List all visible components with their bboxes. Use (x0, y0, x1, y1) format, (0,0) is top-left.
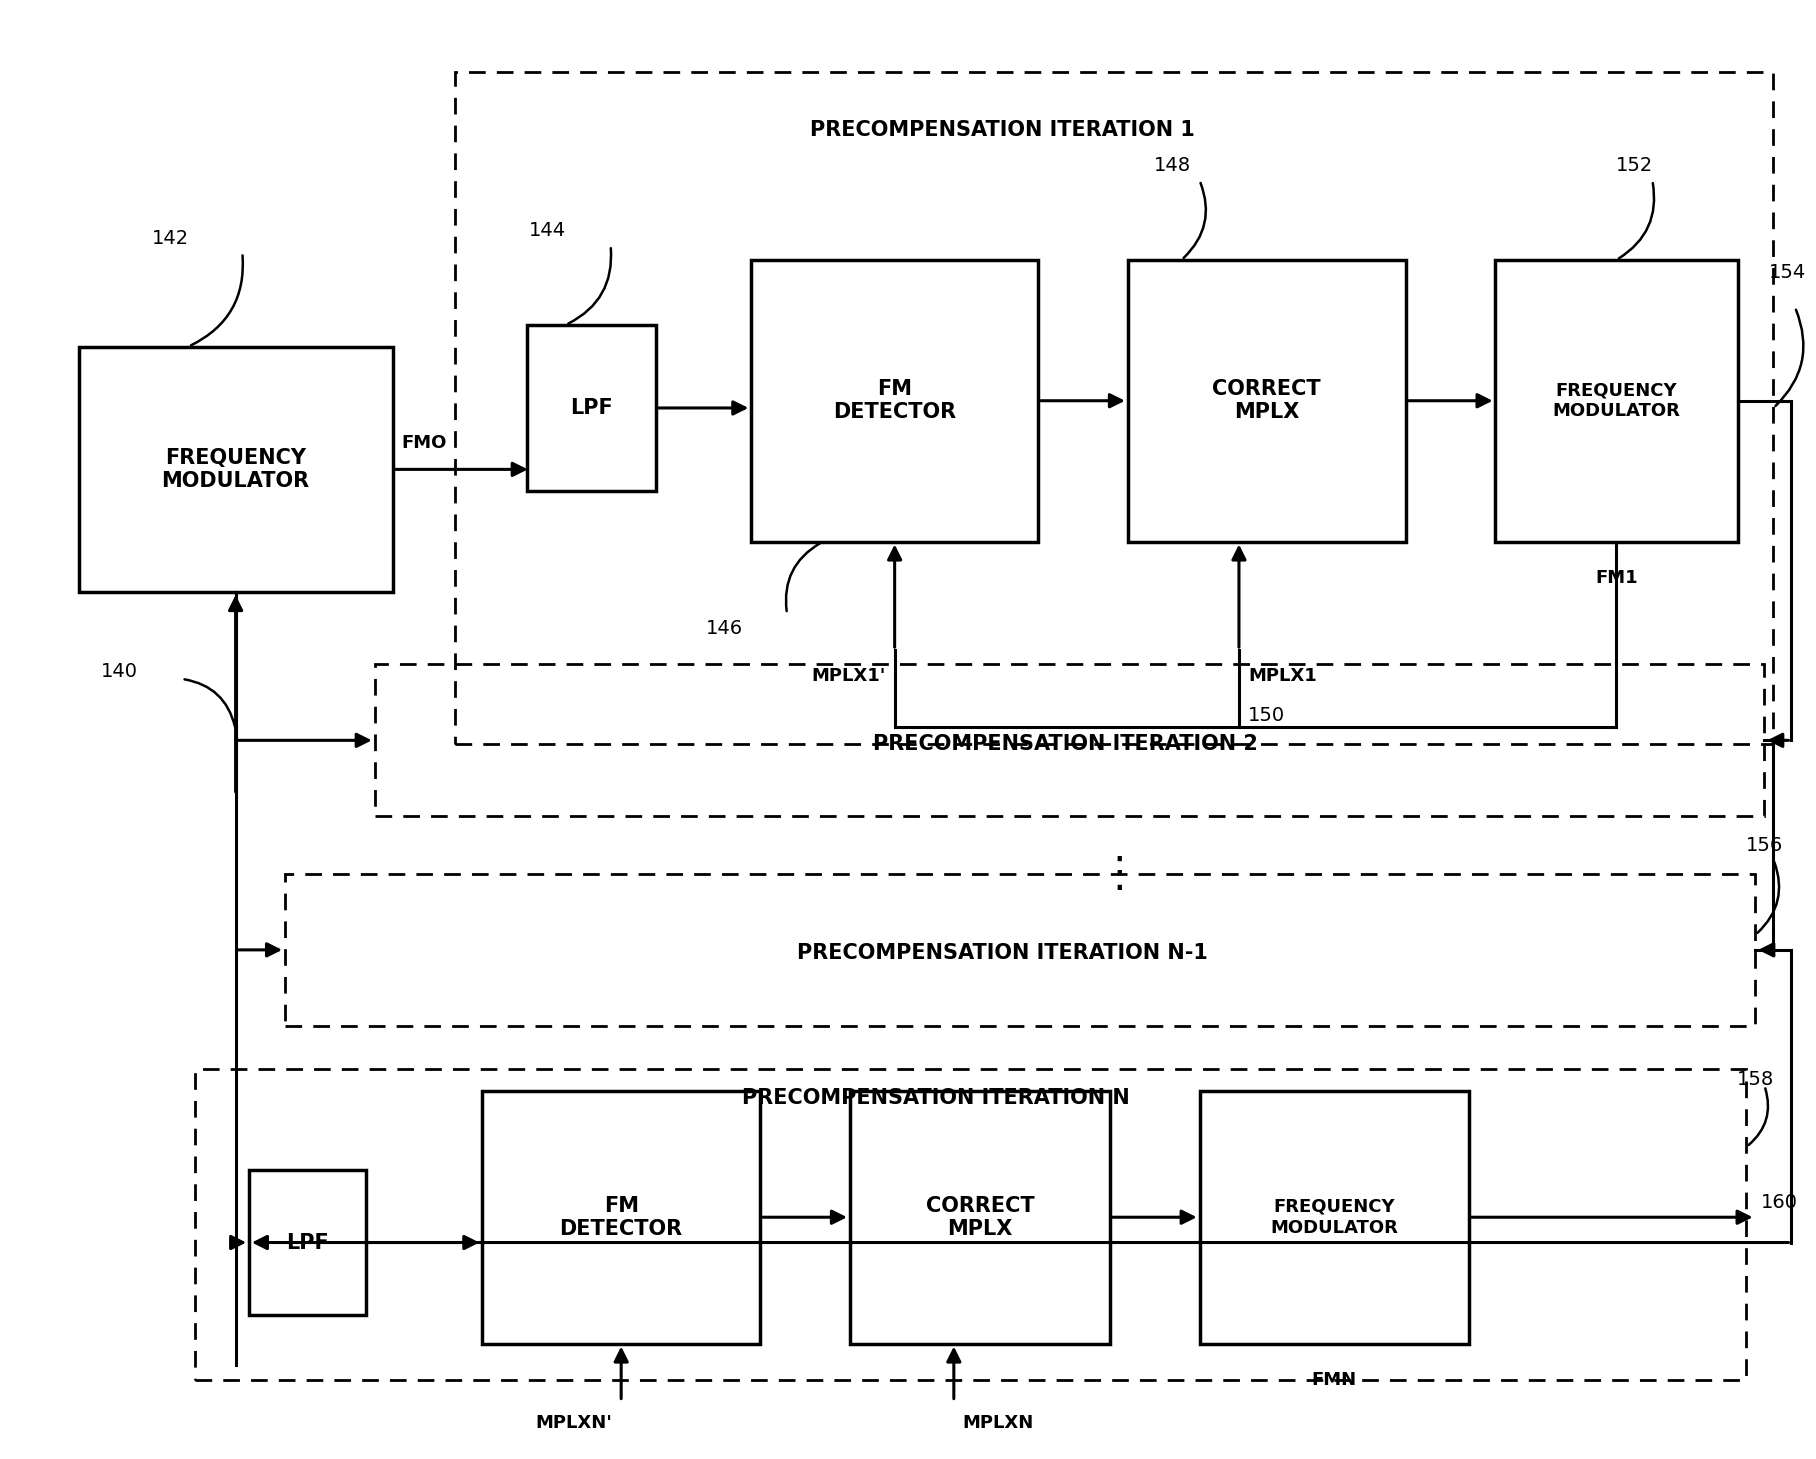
Text: FMN: FMN (1311, 1371, 1357, 1389)
Bar (456, 71, 1774, 744)
Text: 142: 142 (153, 229, 189, 248)
Text: 158: 158 (1736, 1069, 1774, 1088)
Bar (374, 664, 1765, 816)
Bar (527, 325, 656, 492)
Text: 150: 150 (1248, 706, 1286, 725)
Text: 156: 156 (1745, 836, 1783, 855)
Text: PRECOMPENSATION ITERATION 2: PRECOMPENSATION ITERATION 2 (872, 734, 1257, 754)
Text: MPLXN: MPLXN (962, 1414, 1033, 1433)
Text: PRECOMPENSATION ITERATION N: PRECOMPENSATION ITERATION N (743, 1088, 1130, 1107)
Bar (1128, 260, 1406, 541)
Text: MPLX1': MPLX1' (812, 667, 886, 686)
Text: FREQUENCY
MODULATOR: FREQUENCY MODULATOR (162, 448, 311, 492)
Text: MPLXN': MPLXN' (536, 1414, 612, 1433)
Text: FM1: FM1 (1594, 569, 1638, 587)
Text: MPLX1: MPLX1 (1248, 667, 1317, 686)
Text: LPF: LPF (570, 398, 614, 417)
Text: 152: 152 (1616, 156, 1653, 175)
Text: 154: 154 (1769, 263, 1807, 282)
Text: PRECOMPENSATION ITERATION 1: PRECOMPENSATION ITERATION 1 (810, 120, 1195, 140)
Text: FM
DETECTOR: FM DETECTOR (559, 1195, 683, 1239)
Bar (78, 347, 392, 592)
Bar (249, 1170, 365, 1315)
Bar (1200, 1091, 1469, 1344)
Text: 160: 160 (1762, 1193, 1798, 1212)
Text: CORRECT
MPLX: CORRECT MPLX (1213, 379, 1320, 422)
Text: PRECOMPENSATION ITERATION N-1: PRECOMPENSATION ITERATION N-1 (797, 944, 1208, 963)
Text: LPF: LPF (285, 1233, 329, 1252)
Text: FREQUENCY
MODULATOR: FREQUENCY MODULATOR (1269, 1198, 1398, 1237)
Bar (1495, 260, 1738, 541)
Text: 144: 144 (528, 222, 567, 241)
Text: FM
DETECTOR: FM DETECTOR (834, 379, 957, 422)
Text: 146: 146 (706, 619, 743, 638)
Bar (285, 874, 1756, 1026)
Text: CORRECT
MPLX: CORRECT MPLX (926, 1195, 1033, 1239)
Bar (752, 260, 1039, 541)
Text: 140: 140 (100, 662, 138, 681)
Bar (483, 1091, 761, 1344)
Text: 148: 148 (1153, 156, 1191, 175)
Text: ⋮: ⋮ (1099, 854, 1140, 894)
Text: FMO: FMO (401, 435, 447, 452)
Bar (196, 1069, 1747, 1380)
Bar (850, 1091, 1110, 1344)
Text: FREQUENCY
MODULATOR: FREQUENCY MODULATOR (1553, 381, 1680, 420)
